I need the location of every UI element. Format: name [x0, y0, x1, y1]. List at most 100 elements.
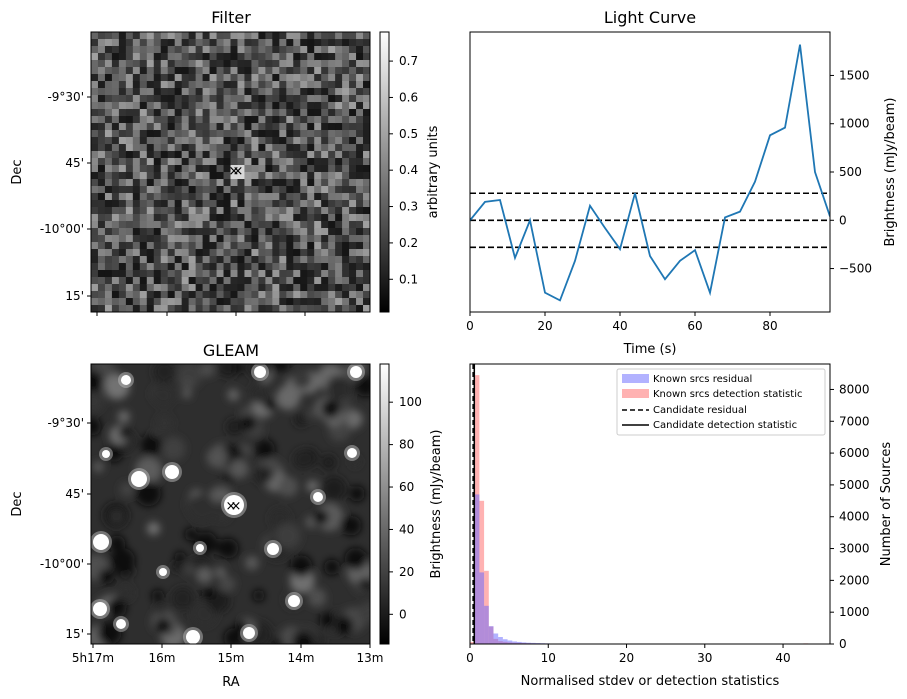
- gleam-y-axis: -9°30' 45' -10°00' 15': [40, 416, 91, 641]
- legend-swatch-detection: [622, 389, 649, 398]
- gleam-xlabel: RA: [222, 675, 240, 690]
- histogram-bar-residual: [479, 572, 485, 644]
- gleam-xtick-label: 5h17m: [72, 651, 114, 665]
- histogram-xtick-label: 0: [466, 651, 474, 665]
- histogram-bar-residual: [498, 637, 503, 644]
- legend-swatch-residual: [622, 374, 649, 383]
- light-curve-x-axis: 0 20 40 60 80: [466, 312, 778, 333]
- light-curve-xtick-label: 20: [537, 319, 552, 333]
- histogram-bar-residual: [512, 641, 517, 644]
- filter-marker-red: ×: [229, 164, 240, 179]
- filter-colorbar-tick-label: 0.5: [399, 127, 418, 141]
- gleam-source: [93, 602, 107, 616]
- gleam-source: [196, 544, 204, 552]
- gleam-source: [116, 619, 126, 629]
- light-curve-title: Light Curve: [604, 8, 696, 27]
- gleam-source: [313, 492, 323, 502]
- gleam-markers: ××: [226, 499, 242, 514]
- gleam-colorbar-tick-label: 80: [399, 438, 414, 452]
- gleam-ytick-label: -9°30': [47, 416, 84, 430]
- gleam-colorbar-label: Brightness (mJy/beam): [429, 430, 444, 579]
- filter-colorbar: [379, 31, 390, 313]
- gleam-title: GLEAM: [203, 341, 259, 360]
- filter-x-axis-ticks: [96, 312, 306, 316]
- histogram-frame: [469, 363, 831, 645]
- gleam-image: [91, 364, 370, 644]
- gleam-colorbar-tick-label: 20: [399, 565, 414, 579]
- gleam-xtick-label: 16m: [149, 651, 176, 665]
- histogram-bar-residual: [507, 640, 513, 644]
- gleam-xtick-label: 13m: [357, 651, 384, 665]
- filter-y-axis: -9°30' 45' -10°00' 15': [40, 90, 91, 303]
- light-curve-xtick-label: 60: [687, 319, 702, 333]
- histogram-ytick-label: 8000: [839, 382, 870, 396]
- filter-frame: [90, 31, 371, 313]
- light-curve-xtick-label: 40: [612, 319, 627, 333]
- light-curve-y-axis: −500 0 500 1000 1500: [830, 68, 872, 276]
- filter-colorbar-tick-label: 0.6: [399, 90, 418, 104]
- filter-colorbar-ticks: 0.1 0.2 0.3 0.4 0.5 0.6 0.7: [389, 54, 418, 286]
- histogram-ytick-label: 0: [839, 637, 847, 651]
- histogram-xtick-label: 10: [541, 651, 556, 665]
- histogram-bars: [470, 375, 809, 644]
- gleam-marker-red: ×: [226, 499, 237, 514]
- light-curve-series: [470, 44, 830, 302]
- histogram-bar-detection: [470, 642, 475, 644]
- histogram-ytick-label: 1000: [839, 605, 870, 619]
- gleam-colorbar-ticks: 0 20 40 60 80 100: [389, 395, 422, 621]
- gleam-xtick-label: 15m: [218, 651, 245, 665]
- legend-label-residual: Known srcs residual: [653, 374, 752, 385]
- filter-title: Filter: [211, 8, 251, 27]
- histogram-bar-residual: [526, 642, 532, 644]
- histogram-xtick-label: 20: [619, 651, 634, 665]
- filter-colorbar-tick-label: 0.2: [399, 236, 418, 250]
- histogram-legend: Known srcs residual Known srcs detection…: [616, 368, 826, 436]
- histogram-y-axis: 0 1000 2000 3000 4000 5000 6000 7000 8000: [830, 382, 870, 651]
- filter-colorbar-label: arbitrary units: [426, 125, 441, 218]
- filter-panel: Filter -9°30' 45' -10°00' 15' Dec ×× 0.1 0.2…: [10, 8, 441, 316]
- gleam-marker-blue: ×: [231, 499, 242, 514]
- filter-ylabel: Dec: [10, 159, 25, 184]
- gleam-source: [186, 630, 200, 644]
- filter-markers: ××: [229, 164, 244, 179]
- gleam-source: [159, 568, 167, 576]
- gleam-xtick-label: 14m: [288, 651, 315, 665]
- gleam-source: [350, 366, 362, 378]
- gleam-ytick-label: 45': [65, 487, 84, 501]
- histogram-x-axis: 0 10 20 30 40: [466, 644, 791, 665]
- light-curve-ytick-label: 500: [839, 165, 862, 179]
- legend-box: [616, 368, 826, 436]
- histogram-ytick-label: 2000: [839, 573, 870, 587]
- histogram-ytick-label: 3000: [839, 542, 870, 556]
- gleam-source: [254, 366, 266, 378]
- histogram-bar-residual: [531, 642, 536, 644]
- histogram-bar-residual: [493, 633, 499, 644]
- filter-colorbar-tick-label: 0.1: [399, 272, 418, 286]
- filter-image: [91, 32, 370, 312]
- histogram-bar-residual: [488, 626, 494, 644]
- histogram-bar-residual: [516, 641, 522, 644]
- filter-colorbar-tick-label: 0.7: [399, 54, 418, 68]
- histogram-bar-residual: [474, 494, 480, 644]
- gleam-x-axis: 5h17m 16m 15m 14m 13m: [72, 644, 384, 665]
- histogram-xtick-label: 30: [697, 651, 712, 665]
- gleam-source: [93, 534, 109, 550]
- gleam-source: [243, 627, 255, 639]
- light-curve-ylabel: Brightness (mJy/beam): [883, 98, 898, 247]
- light-curve-ytick-label: 1000: [839, 117, 870, 131]
- gleam-source: [288, 595, 300, 607]
- histogram-ytick-label: 5000: [839, 478, 870, 492]
- filter-marker-blue: ×: [233, 164, 244, 179]
- gleam-source: [224, 495, 244, 515]
- filter-ytick-label: 45': [65, 156, 84, 170]
- filter-colorbar-tick-label: 0.3: [399, 200, 418, 214]
- light-curve-ytick-label: 1500: [839, 68, 870, 82]
- gleam-source: [121, 375, 131, 385]
- histogram-panel: 0 10 20 30 40 0 1000 2000 3000 4000 5000 6000 7000 8…: [466, 363, 894, 689]
- histogram-xlabel: Normalised stdev or detection statistics: [521, 674, 780, 689]
- light-curve-xtick-label: 0: [466, 319, 474, 333]
- legend-label-detection: Known srcs detection statistic: [653, 389, 802, 400]
- gleam-colorbar-tick-label: 40: [399, 522, 414, 536]
- gleam-source: [131, 471, 147, 487]
- gleam-panel: GLEAM -9°30' 45' -10°00' 15' 5h17m 16m 15m 14m…: [10, 341, 444, 690]
